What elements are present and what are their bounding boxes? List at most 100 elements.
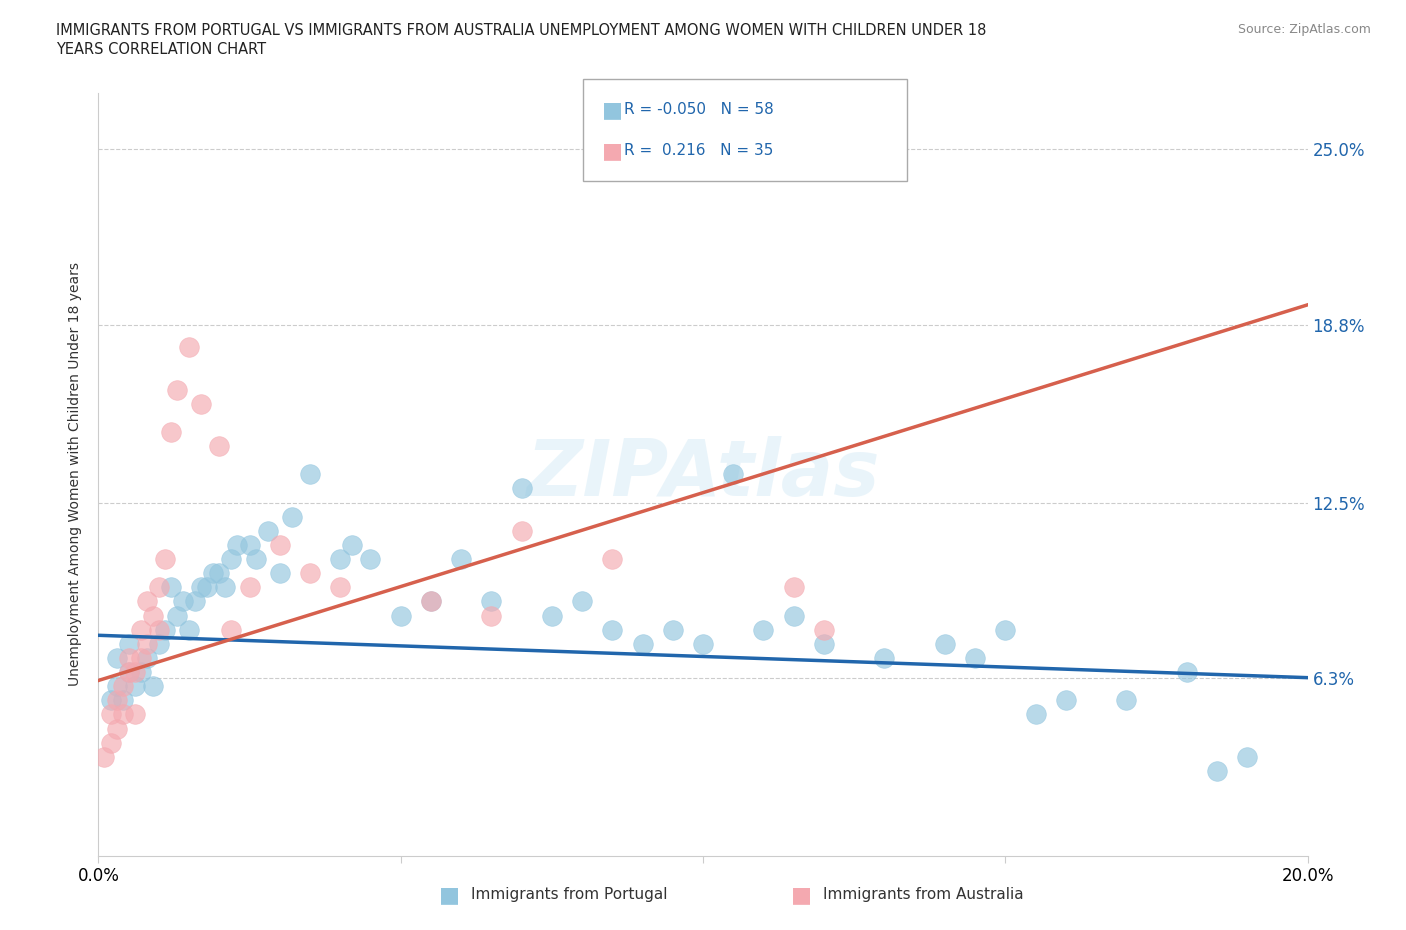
Point — [166, 608, 188, 623]
Point — [342, 538, 364, 552]
Point — [994, 622, 1017, 637]
Point — [160, 579, 183, 594]
Point — [783, 608, 806, 623]
Text: Source: ZipAtlas.com: Source: ZipAtlas.com — [1237, 23, 1371, 36]
Point — [172, 594, 194, 609]
Point — [1054, 693, 1077, 708]
Point — [190, 579, 212, 594]
Point — [281, 510, 304, 525]
Point — [752, 622, 775, 637]
Point — [118, 636, 141, 651]
Point — [245, 551, 267, 566]
Point — [1175, 665, 1198, 680]
Point — [420, 594, 443, 609]
Point — [153, 551, 176, 566]
Point — [420, 594, 443, 609]
Y-axis label: Unemployment Among Women with Children Under 18 years: Unemployment Among Women with Children U… — [69, 262, 83, 686]
Point — [100, 736, 122, 751]
Point — [111, 679, 134, 694]
Point — [142, 608, 165, 623]
Point — [602, 551, 624, 566]
Text: ■: ■ — [440, 884, 460, 905]
Point — [269, 538, 291, 552]
Text: ■: ■ — [602, 100, 623, 120]
Point — [571, 594, 593, 609]
Point — [256, 524, 278, 538]
Point — [135, 650, 157, 665]
Text: IMMIGRANTS FROM PORTUGAL VS IMMIGRANTS FROM AUSTRALIA UNEMPLOYMENT AMONG WOMEN W: IMMIGRANTS FROM PORTUGAL VS IMMIGRANTS F… — [56, 23, 987, 38]
Point — [129, 622, 152, 637]
Point — [179, 339, 201, 354]
Point — [450, 551, 472, 566]
Point — [148, 579, 170, 594]
Point — [783, 579, 806, 594]
Point — [179, 622, 201, 637]
Point — [111, 707, 134, 722]
Text: Immigrants from Australia: Immigrants from Australia — [823, 887, 1024, 902]
Point — [190, 396, 212, 411]
Point — [100, 693, 122, 708]
Point — [661, 622, 683, 637]
Point — [129, 665, 152, 680]
Point — [269, 565, 291, 580]
Text: ZIPAtlas: ZIPAtlas — [526, 436, 880, 512]
Text: ■: ■ — [792, 884, 811, 905]
Text: R =  0.216   N = 35: R = 0.216 N = 35 — [624, 143, 773, 158]
Point — [631, 636, 654, 651]
Point — [602, 622, 624, 637]
Point — [105, 721, 128, 736]
Point — [510, 524, 533, 538]
Text: YEARS CORRELATION CHART: YEARS CORRELATION CHART — [56, 42, 266, 57]
Point — [510, 481, 533, 496]
Point — [118, 650, 141, 665]
Text: R = -0.050   N = 58: R = -0.050 N = 58 — [624, 102, 775, 117]
Point — [239, 538, 262, 552]
Point — [124, 707, 146, 722]
Point — [208, 439, 231, 454]
Point — [1115, 693, 1137, 708]
Point — [124, 665, 146, 680]
Point — [148, 636, 170, 651]
Point — [965, 650, 987, 665]
Point — [221, 622, 243, 637]
Point — [329, 551, 352, 566]
Point — [221, 551, 243, 566]
Point — [329, 579, 352, 594]
Point — [481, 594, 503, 609]
Point — [692, 636, 714, 651]
Point — [1024, 707, 1046, 722]
Point — [153, 622, 176, 637]
Point — [873, 650, 896, 665]
Text: Immigrants from Portugal: Immigrants from Portugal — [471, 887, 668, 902]
Point — [813, 636, 835, 651]
Point — [135, 594, 157, 609]
Point — [214, 579, 236, 594]
Point — [723, 467, 745, 482]
Point — [148, 622, 170, 637]
Point — [360, 551, 382, 566]
Point — [124, 679, 146, 694]
Point — [481, 608, 503, 623]
Point — [118, 665, 141, 680]
Point — [1206, 764, 1229, 778]
Point — [129, 650, 152, 665]
Point — [299, 467, 322, 482]
Point — [299, 565, 322, 580]
Point — [540, 608, 562, 623]
Point — [1236, 750, 1258, 764]
Point — [239, 579, 262, 594]
Point — [184, 594, 207, 609]
Point — [160, 424, 183, 439]
Point — [100, 707, 122, 722]
Point — [135, 636, 157, 651]
Point — [202, 565, 225, 580]
Point — [105, 679, 128, 694]
Point — [118, 665, 141, 680]
Point — [142, 679, 165, 694]
Point — [105, 693, 128, 708]
Point — [195, 579, 218, 594]
Point — [111, 693, 134, 708]
Point — [813, 622, 835, 637]
Point — [105, 650, 128, 665]
Point — [934, 636, 956, 651]
